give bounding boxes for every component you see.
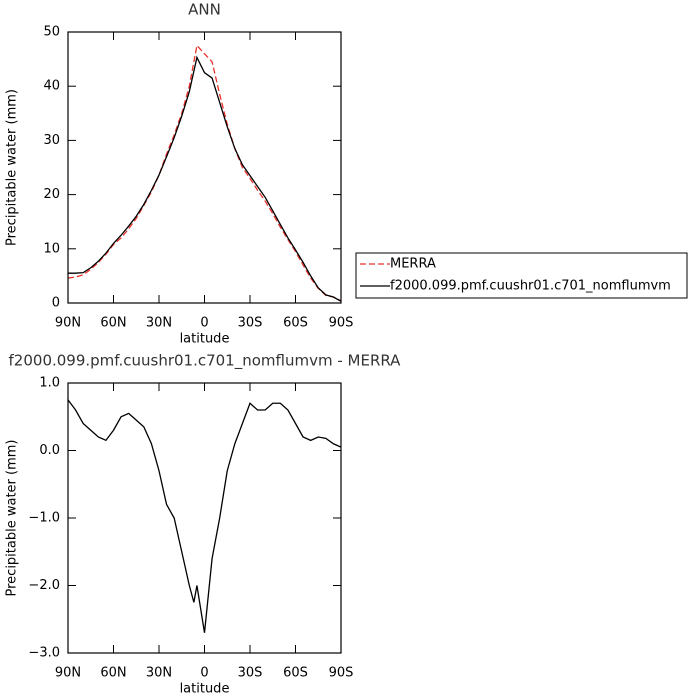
x-tick-label: 30S [238,316,263,331]
y-tick-label: 20 [43,187,60,202]
x-tick-label: 60N [100,316,126,331]
y-axis-label: Precipitable water (mm) [5,89,20,246]
x-axis-label: latitude [180,332,230,347]
x-tick-label: 0 [200,666,208,681]
y-tick-label: −1.0 [28,511,60,526]
y-tick-label: −3.0 [28,646,60,661]
y-tick-label: 30 [43,133,60,148]
legend-label: MERRA [390,257,436,272]
x-tick-label: 90S [329,316,354,331]
x-tick-label: 60S [283,316,308,331]
x-tick-label: 0 [200,316,208,331]
y-tick-label: 1.0 [39,376,60,391]
y-tick-label: −2.0 [28,578,60,593]
y-tick-label: 0.0 [39,443,60,458]
x-axis-label: latitude [180,682,230,697]
x-tick-label: 60S [283,666,308,681]
y-tick-label: 50 [43,25,60,40]
y-tick-label: 0 [52,296,60,311]
chart-title: f2000.099.pmf.cuushr01.c701_nomflumvm - … [9,352,402,371]
plot-frame [67,31,342,304]
x-tick-label: 30N [146,666,172,681]
x-tick-label: 30N [146,316,172,331]
chart-title: ANN [188,1,221,19]
legend-label: f2000.099.pmf.cuushr01.c701_nomflumvm [390,279,671,294]
data-line [68,55,342,302]
x-tick-label: 90N [55,316,81,331]
x-tick-label: 90S [329,666,354,681]
x-tick-label: 60N [100,666,126,681]
data-line [67,44,342,302]
data-line [67,399,342,633]
y-tick-label: 40 [43,79,60,94]
legend-box [355,252,688,299]
x-tick-label: 30S [238,666,263,681]
y-tick-label: 10 [43,241,60,256]
y-axis-label: Precipitable water (mm) [5,440,20,597]
plot-frame [67,382,342,654]
x-tick-label: 90N [55,666,81,681]
